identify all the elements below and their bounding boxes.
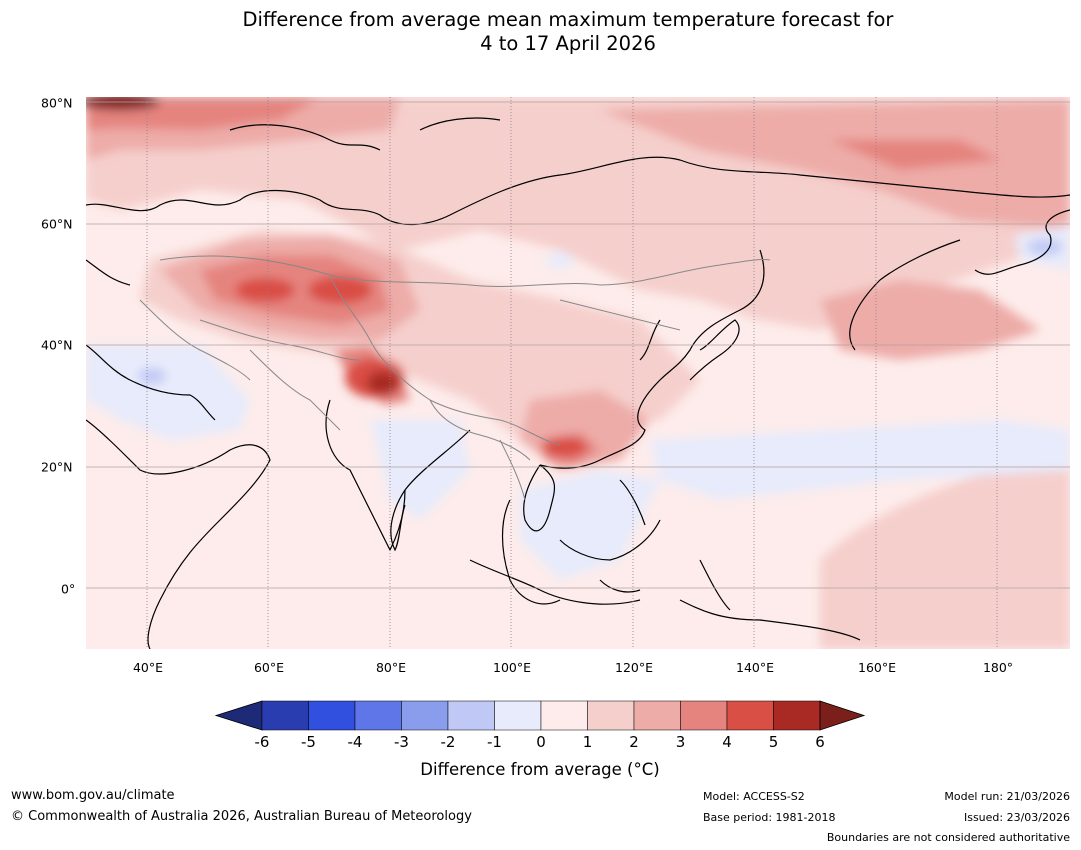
boundaries-disclaimer: Boundaries are not considered authoritat… [827,831,1070,844]
colorbar-tick-label: -1 [487,733,502,751]
colorbar-cell [634,701,681,730]
lat-label-0: 0° [61,582,75,597]
issued-date: Issued: 23/03/2026 [964,811,1070,824]
colorbar-tick-label: 2 [629,733,639,751]
model-run-date: Model run: 21/03/2026 [944,790,1070,803]
model-name: Model: ACCESS-S2 [703,790,805,803]
lat-label-60n: 60°N [41,217,73,232]
anomaly-zone-4-5-west [235,278,295,302]
anomaly-field [80,94,1070,649]
colorbar-cell [588,701,635,730]
colorbar-tick-label: -6 [255,733,270,751]
lon-label-60e: 60°E [254,660,284,675]
lon-label-40e: 40°E [133,660,163,675]
lon-label-120e: 120°E [615,660,653,675]
anomaly-zone-4-5-south-china [543,437,587,457]
lon-label-80e: 80°E [376,660,406,675]
colorbar-tick-label: 0 [536,733,546,751]
colorbar-extend-low [216,701,262,730]
colorbar-label: Difference from average (°C) [420,760,659,779]
colorbar-cell [402,701,449,730]
colorbar-tick-label: -5 [301,733,316,751]
lon-label-160e: 160°E [858,660,896,675]
colorbar-cell [774,701,821,730]
colorbar-cell [727,701,774,730]
colorbar-cell [495,701,542,730]
colorbar-tick-label: -4 [348,733,363,751]
copyright-text: © Commonwealth of Australia 2026, Austra… [11,809,472,824]
colorbar-cell [541,701,588,730]
colorbar-tick-label: 3 [676,733,686,751]
base-period: Base period: 1981-2018 [703,811,835,824]
colorbar-cell [355,701,402,730]
anomaly-zone-5-6-himalaya [367,371,399,395]
colorbar-tick-label: 5 [769,733,779,751]
anomaly-zone-neg2-neg1-iran [138,368,166,384]
lon-label-140e: 140°E [736,660,774,675]
lat-label-20n: 20°N [41,460,73,475]
colorbar-cell [262,701,309,730]
colorbar-cell [681,701,728,730]
colorbar-tick-label: -3 [394,733,409,751]
anomaly-zone-neg1-0-mongolia [546,252,574,268]
lon-label-180: 180° [983,660,1013,675]
colorbar-tick-label: -2 [441,733,456,751]
colorbar-tick-label: 1 [583,733,593,751]
colorbar-cells [216,701,864,730]
colorbar-cell [309,701,356,730]
lon-label-100e: 100°E [493,660,531,675]
colorbar-tick-label: 6 [815,733,825,751]
colorbar-extend-high [820,701,864,730]
website-link[interactable]: www.bom.gov.au/climate [11,788,175,803]
colorbar-tick-label: 4 [722,733,732,751]
temperature-anomaly-map [0,0,1081,700]
lat-label-80n: 80°N [41,96,73,111]
colorbar-cell [448,701,495,730]
lat-label-40n: 40°N [41,338,73,353]
